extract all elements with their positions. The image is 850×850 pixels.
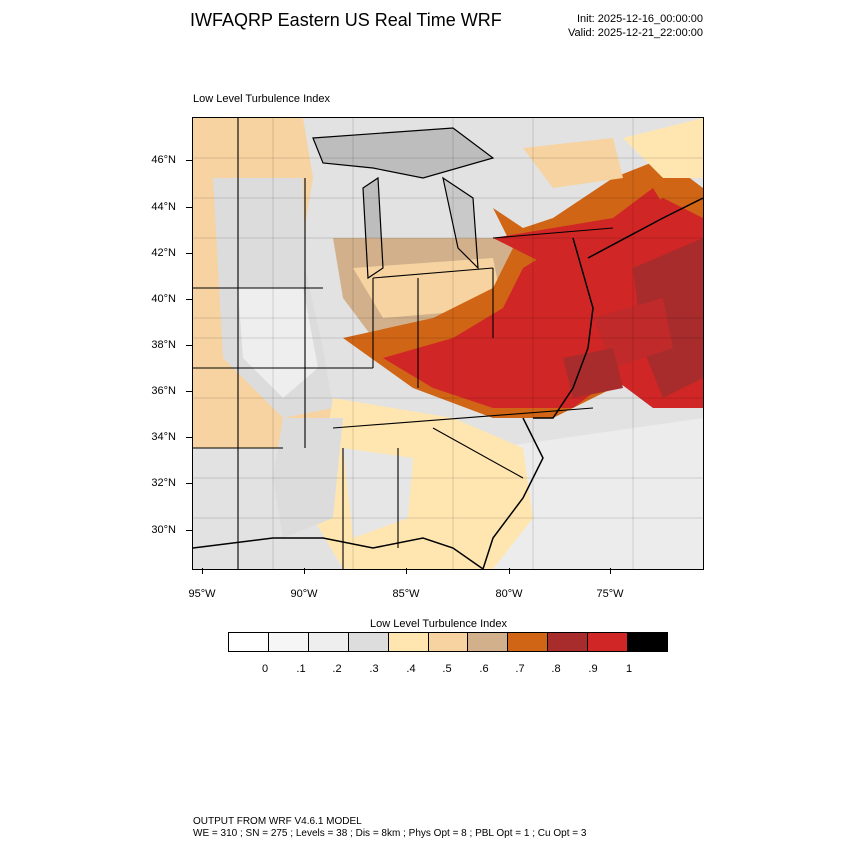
lon-tick	[610, 568, 611, 574]
model-info-line1: OUTPUT FROM WRF V4.6.1 MODEL	[193, 816, 362, 827]
colorbar-box	[428, 633, 469, 651]
colorbar-label: .8	[551, 663, 561, 675]
colorbar-label: .4	[406, 663, 416, 675]
lon-tick	[406, 568, 407, 574]
lat-tick	[186, 207, 192, 208]
colorbar-label: 1	[625, 663, 633, 675]
lat-tick	[186, 391, 192, 392]
colorbar-box	[468, 633, 509, 651]
colorbar-label: 0	[261, 663, 269, 675]
lat-label: 38°N	[151, 339, 176, 351]
lon-label: 80°W	[495, 588, 523, 600]
colorbar-label: .6	[479, 663, 489, 675]
lat-tick	[186, 530, 192, 531]
page-title: IWFAQRP Eastern US Real Time WRF	[190, 10, 502, 30]
valid-time: Valid: 2025-12-21_22:00:00	[568, 27, 703, 39]
map-graphic	[193, 118, 703, 569]
lon-tick	[509, 568, 510, 574]
colorbar	[228, 632, 668, 652]
colorbar-label: .2	[332, 663, 342, 675]
lon-label: 85°W	[392, 588, 420, 600]
model-info-line2: WE = 310 ; SN = 275 ; Levels = 38 ; Dis …	[193, 828, 587, 839]
lat-tick	[186, 253, 192, 254]
lat-tick	[186, 160, 192, 161]
colorbar-box	[348, 633, 389, 651]
map-subtitle: Low Level Turbulence Index	[193, 93, 330, 105]
lon-label: 75°W	[596, 588, 624, 600]
lat-label: 36°N	[151, 385, 176, 397]
colorbar-label: .3	[369, 663, 379, 675]
init-time: Init: 2025-12-16_00:00:00	[577, 13, 703, 25]
colorbar-box	[628, 633, 667, 651]
lat-tick	[186, 483, 192, 484]
lat-label: 44°N	[151, 201, 176, 213]
lat-label: 34°N	[151, 431, 176, 443]
lat-tick	[186, 437, 192, 438]
lat-label: 30°N	[151, 524, 176, 536]
colorbar-label: .7	[515, 663, 525, 675]
colorbar-label: .5	[442, 663, 452, 675]
lat-tick	[186, 299, 192, 300]
turbulence-map	[192, 117, 704, 570]
lat-label: 40°N	[151, 293, 176, 305]
lat-label: 42°N	[151, 247, 176, 259]
colorbar-title: Low Level Turbulence Index	[370, 618, 507, 630]
colorbar-box	[508, 633, 549, 651]
lon-label: 90°W	[290, 588, 318, 600]
colorbar-box	[588, 633, 629, 651]
colorbar-label: .9	[588, 663, 598, 675]
colorbar-box	[229, 633, 269, 651]
lon-tick	[304, 568, 305, 574]
lat-label: 46°N	[151, 154, 176, 166]
colorbar-box	[268, 633, 309, 651]
lat-tick	[186, 345, 192, 346]
colorbar-label: .1	[296, 663, 306, 675]
lon-label: 95°W	[188, 588, 216, 600]
lat-label: 32°N	[151, 477, 176, 489]
colorbar-box	[548, 633, 589, 651]
colorbar-box	[388, 633, 429, 651]
lon-tick	[202, 568, 203, 574]
colorbar-box	[308, 633, 349, 651]
